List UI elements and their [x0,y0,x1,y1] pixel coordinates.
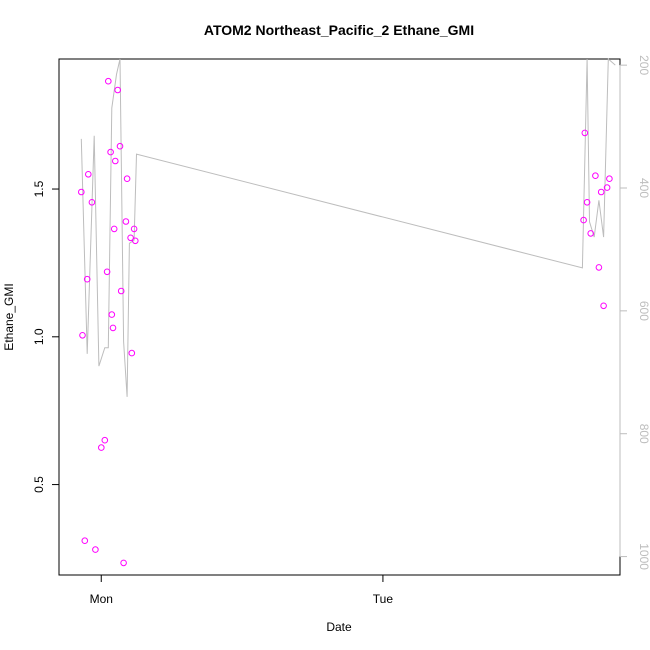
right-tick-label-2: 600 [637,301,650,321]
y-tick-label-2: 1.5 [32,180,46,197]
data-point-19 [120,559,127,567]
data-point-7 [98,444,105,451]
data-point-3 [83,275,91,283]
data-point-25 [132,237,139,245]
data-point-34 [603,184,611,191]
data-point-28 [583,199,591,206]
data-point-6 [92,546,99,553]
data-point-16 [114,86,121,94]
series-line-1 [80,57,616,397]
data-point-33 [600,302,607,310]
data-point-21 [123,175,131,182]
right-tick-label-4: 1000 [637,543,650,570]
data-point-5 [88,199,96,206]
plot-frame [58,58,621,576]
right-tick-label-3: 800 [637,424,650,444]
data-point-9 [103,268,111,276]
right-axis: 200 400 600 800 1000 [619,55,650,570]
data-point-14 [110,225,118,233]
x-axis: Mon Tue [90,574,394,606]
data-point-1 [79,332,86,339]
data-point-11 [107,148,114,156]
data-point-29 [587,230,595,237]
data-point-27 [581,129,589,137]
series-layer [78,57,616,567]
data-point-18 [117,287,125,295]
data-point-2 [81,537,89,545]
data-point-35 [606,175,613,182]
data-point-15 [112,157,119,165]
data-point-31 [595,264,603,271]
data-point-13 [109,324,117,332]
right-tick-label-1: 400 [637,178,650,198]
x-axis-label: Date [326,620,352,634]
y-axis: 0.5 1.0 1.5 [32,180,60,493]
data-point-4 [85,171,92,178]
data-point-0 [78,188,85,196]
data-point-8 [101,436,109,444]
right-tick-label-0: 200 [637,55,650,75]
data-point-12 [108,311,116,318]
chart-title: ATOM2 Northeast_Pacific_2 Ethane_GMI [204,22,474,38]
y-tick-label-1: 1.0 [32,328,46,345]
y-tick-label-0: 0.5 [32,476,46,493]
data-point-30 [592,172,599,179]
data-point-23 [128,349,136,357]
data-point-17 [116,142,124,150]
y-axis-label: Ethane_GMI [2,283,16,350]
x-tick-label-1: Tue [373,592,394,606]
data-point-22 [127,234,134,242]
data-point-32 [597,188,605,196]
data-point-24 [130,225,138,233]
data-point-10 [105,77,112,85]
data-point-20 [122,218,130,225]
data-point-26 [580,216,587,224]
x-tick-label-0: Mon [90,592,113,606]
